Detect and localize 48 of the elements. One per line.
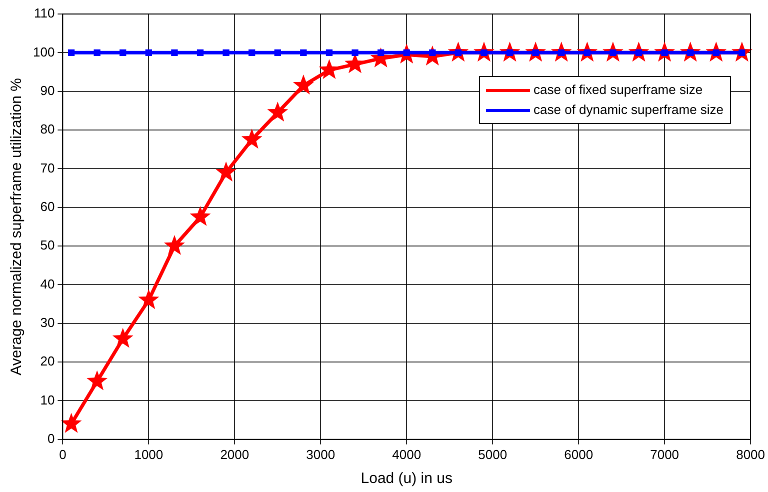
x-tick-label: 1000 bbox=[134, 446, 164, 462]
point bbox=[60, 412, 82, 433]
x-tick-label: 5000 bbox=[478, 446, 508, 462]
point bbox=[138, 289, 160, 310]
y-axis-title: Average normalized superframe utilization % bbox=[8, 78, 26, 376]
legend-label: case of dynamic superframe size bbox=[534, 101, 724, 119]
point bbox=[292, 74, 314, 94]
y-tick-label: 50 bbox=[40, 238, 55, 253]
y-tick-label: 100 bbox=[32, 44, 55, 60]
point bbox=[68, 49, 75, 56]
x-tick-label: 2000 bbox=[220, 446, 250, 462]
x-tick-label: 3000 bbox=[306, 446, 336, 462]
x-tick-label: 0 bbox=[59, 446, 66, 462]
legend-label: case of fixed superframe size bbox=[534, 81, 703, 99]
y-tick-label: 80 bbox=[40, 122, 55, 137]
x-tick-label: 7000 bbox=[650, 446, 680, 462]
y-tick-label: 70 bbox=[40, 160, 55, 176]
point bbox=[196, 49, 204, 56]
point bbox=[120, 49, 126, 56]
y-tick-label: 20 bbox=[40, 354, 55, 369]
point bbox=[300, 49, 307, 56]
point bbox=[216, 162, 237, 182]
point bbox=[94, 49, 100, 56]
y-tick-label: 110 bbox=[34, 6, 55, 21]
x-axis-title: Load (u) in us bbox=[360, 470, 452, 488]
point bbox=[164, 235, 185, 255]
y-tick-label: 60 bbox=[40, 198, 55, 214]
point bbox=[377, 49, 384, 56]
x-tick-label: 4000 bbox=[392, 446, 422, 462]
point bbox=[248, 49, 256, 56]
y-tick-label: 40 bbox=[40, 276, 55, 292]
point bbox=[326, 49, 333, 56]
y-tick-label: 90 bbox=[40, 82, 55, 98]
point bbox=[171, 49, 178, 56]
y-tick-label: 0 bbox=[47, 430, 55, 446]
y-tick-label: 30 bbox=[40, 314, 55, 330]
point bbox=[352, 49, 358, 56]
y-tick-label: 10 bbox=[40, 392, 55, 408]
point bbox=[241, 128, 262, 149]
point bbox=[86, 370, 108, 390]
x-tick-label: 6000 bbox=[564, 446, 594, 462]
point bbox=[145, 49, 152, 56]
point bbox=[222, 49, 230, 56]
point bbox=[112, 328, 134, 348]
point bbox=[190, 206, 211, 226]
point bbox=[274, 49, 281, 56]
x-tick-label: 8000 bbox=[736, 446, 765, 462]
point bbox=[267, 102, 288, 122]
